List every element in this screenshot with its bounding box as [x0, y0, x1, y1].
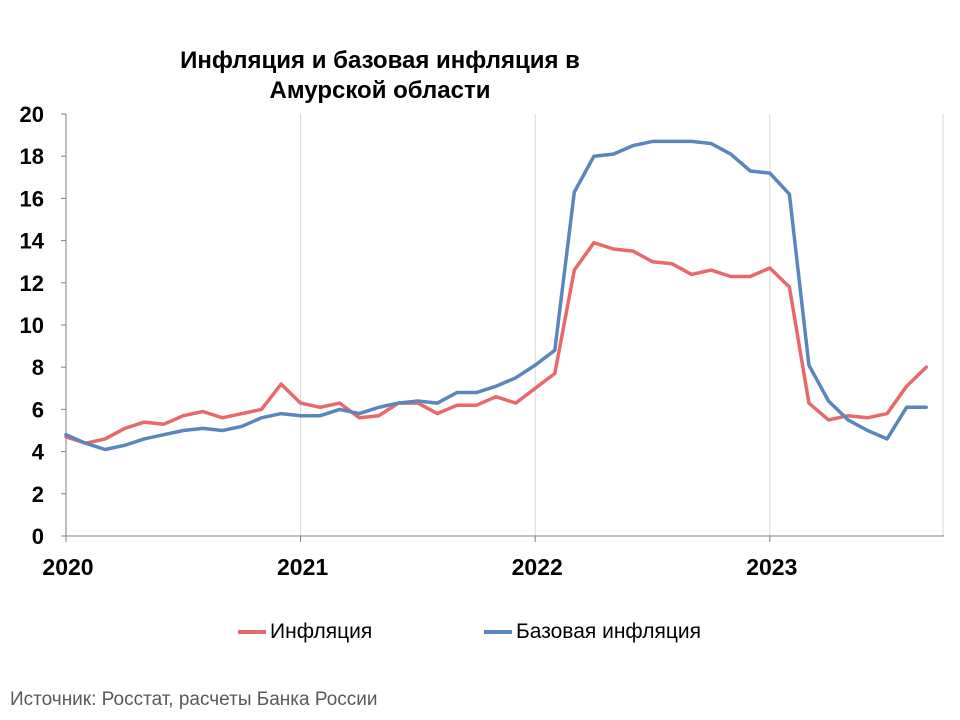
source-note: Источник: Росстат, расчеты Банка России: [10, 689, 378, 710]
series-line-inflation: [64, 240, 928, 445]
x-tick-label: 2021: [277, 554, 328, 580]
legend-swatch-core-inflation: [484, 630, 512, 634]
chart-title: Инфляция и базовая инфляция в Амурской о…: [180, 47, 580, 104]
legend-label-inflation: Инфляция: [270, 620, 373, 643]
x-tick-label: 2020: [42, 554, 93, 580]
x-tick-label: 2022: [512, 554, 563, 580]
y-tick-label: 10: [20, 313, 44, 338]
axes: [61, 113, 944, 542]
legend-item-core-inflation: Базовая инфляция: [484, 620, 701, 644]
y-tick-label: 4: [32, 440, 45, 465]
y-tick-label: 0: [32, 524, 44, 549]
y-tick-label: 2: [32, 482, 44, 507]
x-tick-label: 2023: [746, 554, 797, 580]
y-tick-label: 18: [20, 144, 44, 169]
y-tick-label: 14: [20, 229, 45, 254]
series-lines: [64, 139, 928, 452]
tick-labels: 2020 2021 2022 2023 0 2 4 6 8 10 12 14 16 18 20: [20, 102, 798, 580]
y-tick-label: 6: [32, 397, 44, 422]
y-tick-label: 12: [20, 271, 44, 296]
legend-label-core-inflation: Базовая инфляция: [516, 620, 702, 643]
legend-swatch-inflation: [238, 630, 266, 634]
series-line-core-inflation: [64, 139, 928, 452]
y-tick-label: 20: [20, 102, 44, 127]
gridlines: [300, 114, 944, 536]
y-tick-label: 8: [32, 355, 44, 380]
y-tick-label: 16: [20, 186, 44, 211]
legend: Инфляция Базовая инфляция: [0, 620, 960, 648]
legend-item-inflation: Инфляция: [238, 620, 372, 644]
